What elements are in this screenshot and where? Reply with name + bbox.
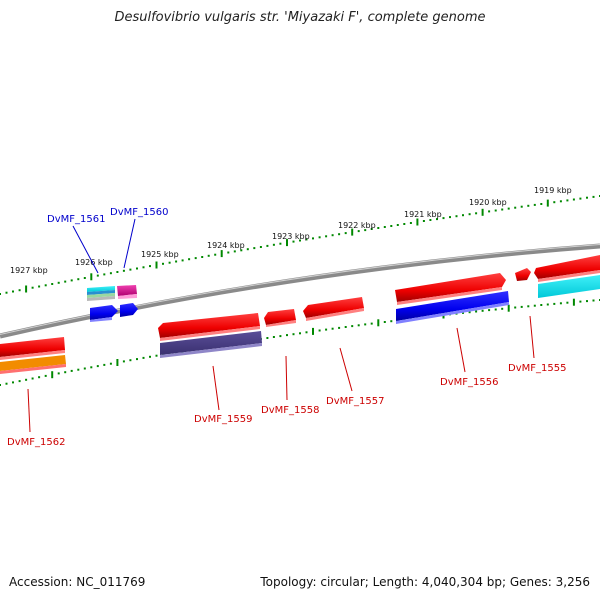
gene-dvmf-1555[interactable] [515, 255, 600, 282]
kbp-labels: 1927 kbp 1926 kbp 1925 kbp 1924 kbp 1923… [10, 186, 572, 275]
gene-blue-under-1556[interactable] [396, 291, 509, 324]
leader-lines [27, 218, 535, 433]
gene-blue-forward-2[interactable] [120, 303, 138, 317]
gene-label-dvmf-1559[interactable]: DvMF_1559 [194, 414, 252, 425]
gene-label-dvmf-1556[interactable]: DvMF_1556 [440, 377, 498, 388]
reverse-genes [0, 275, 600, 374]
kbp-label-1927: 1927 kbp [10, 266, 48, 275]
gene-label-dvmf-1555[interactable]: DvMF_1555 [508, 363, 566, 374]
kbp-label-1919: 1919 kbp [534, 186, 572, 195]
gene-dvmf-1558[interactable] [264, 309, 296, 327]
kbp-label-1920: 1920 kbp [469, 198, 507, 207]
kbp-label-1924: 1924 kbp [207, 241, 245, 250]
gene-label-dvmf-1560[interactable]: DvMF_1560 [110, 207, 168, 218]
kbp-label-1922: 1922 kbp [338, 221, 376, 230]
kbp-label-1923: 1923 kbp [272, 232, 310, 241]
gene-dvmf-1559[interactable] [158, 313, 262, 358]
gene-blue-forward-1[interactable] [90, 305, 118, 322]
forward-genes [87, 255, 600, 305]
map-title: Desulfovibrio vulgaris str. 'Miyazaki F'… [114, 10, 486, 25]
gene-label-dvmf-1562[interactable]: DvMF_1562 [7, 437, 65, 448]
gene-cyan-under-1555[interactable] [538, 275, 600, 298]
accession-text: Accession: NC_011769 [9, 575, 146, 589]
kbp-label-1926: 1926 kbp [75, 258, 113, 267]
genome-summary-text: Topology: circular; Length: 4,040,304 bp… [260, 575, 590, 589]
genome-backbone [0, 243, 600, 339]
gene-dvmf-1557[interactable] [303, 297, 364, 321]
gene-dvmf-1560[interactable] [117, 285, 137, 299]
kbp-label-1925: 1925 kbp [141, 250, 179, 259]
gene-dvmf-1561[interactable] [87, 286, 115, 301]
kbp-label-1921: 1921 kbp [404, 210, 442, 219]
gene-dvmf-1562[interactable] [0, 337, 66, 374]
gene-label-dvmf-1561[interactable]: DvMF_1561 [47, 214, 105, 225]
gene-dvmf-1556[interactable] [395, 273, 506, 305]
gene-label-dvmf-1558[interactable]: DvMF_1558 [261, 405, 319, 416]
gene-label-dvmf-1557[interactable]: DvMF_1557 [326, 396, 384, 407]
gene-labels: DvMF_1561 DvMF_1560 DvMF_1562 DvMF_1559 … [7, 207, 566, 448]
outer-tick-ring [0, 195, 600, 295]
